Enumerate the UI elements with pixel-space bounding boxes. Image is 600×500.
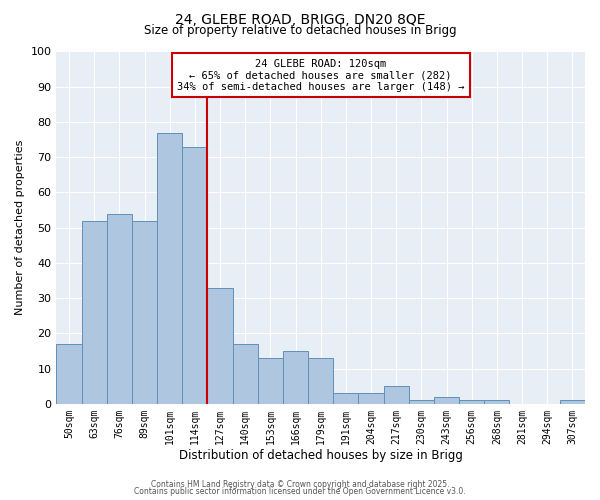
Text: Contains public sector information licensed under the Open Government Licence v3: Contains public sector information licen… — [134, 488, 466, 496]
Text: Contains HM Land Registry data © Crown copyright and database right 2025.: Contains HM Land Registry data © Crown c… — [151, 480, 449, 489]
Text: 24 GLEBE ROAD: 120sqm
← 65% of detached houses are smaller (282)
34% of semi-det: 24 GLEBE ROAD: 120sqm ← 65% of detached … — [177, 58, 464, 92]
Bar — [258, 358, 283, 404]
Bar — [182, 146, 208, 404]
Bar — [233, 344, 258, 404]
Bar — [459, 400, 484, 404]
Text: Size of property relative to detached houses in Brigg: Size of property relative to detached ho… — [143, 24, 457, 37]
Bar — [308, 358, 333, 404]
Bar — [157, 132, 182, 404]
X-axis label: Distribution of detached houses by size in Brigg: Distribution of detached houses by size … — [179, 450, 463, 462]
Y-axis label: Number of detached properties: Number of detached properties — [15, 140, 25, 316]
Text: 24, GLEBE ROAD, BRIGG, DN20 8QE: 24, GLEBE ROAD, BRIGG, DN20 8QE — [175, 12, 425, 26]
Bar — [409, 400, 434, 404]
Bar — [283, 351, 308, 404]
Bar — [132, 220, 157, 404]
Bar — [333, 394, 358, 404]
Bar — [208, 288, 233, 404]
Bar — [107, 214, 132, 404]
Bar — [484, 400, 509, 404]
Bar — [358, 394, 383, 404]
Bar — [434, 397, 459, 404]
Bar — [82, 220, 107, 404]
Bar — [560, 400, 585, 404]
Bar — [56, 344, 82, 404]
Bar — [383, 386, 409, 404]
